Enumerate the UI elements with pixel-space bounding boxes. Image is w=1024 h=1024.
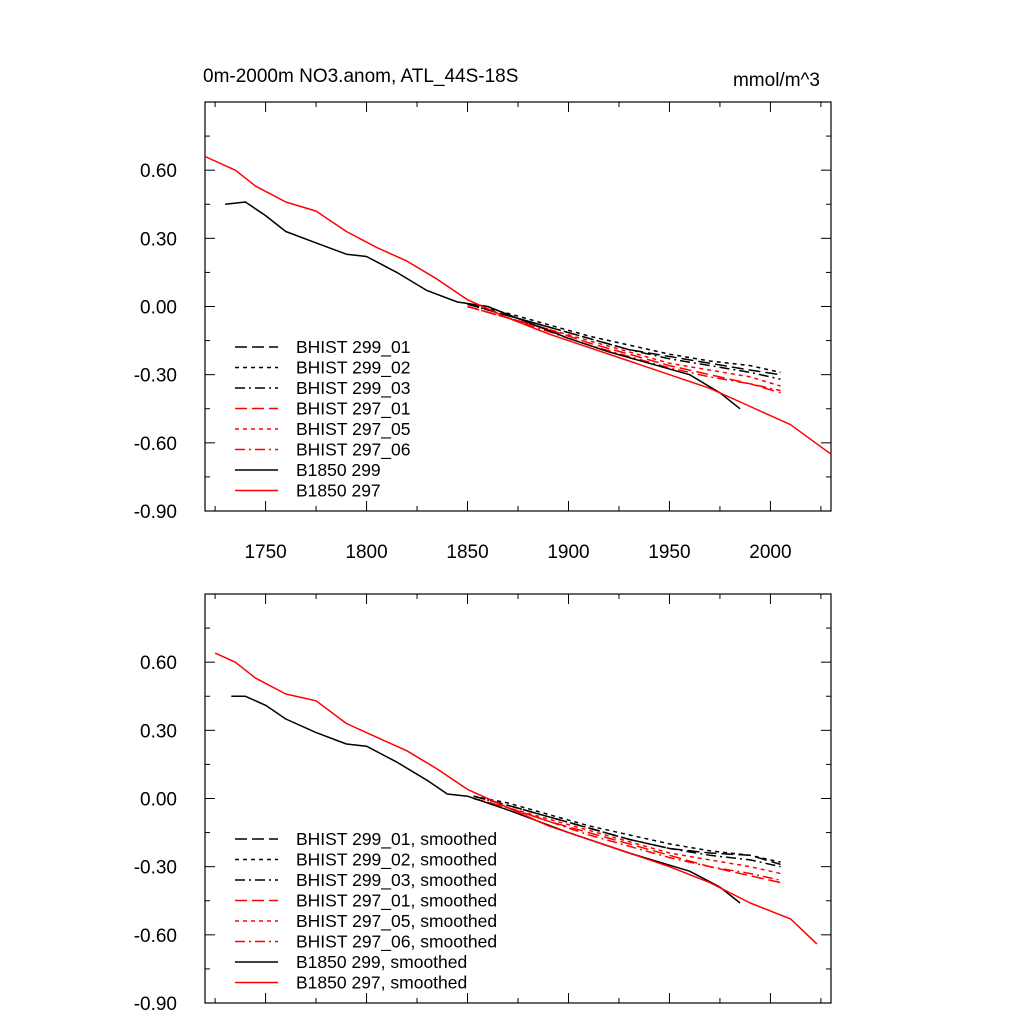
y-tick-label: 0.00 bbox=[140, 298, 177, 319]
legend-label: BHIST 297_05 bbox=[296, 419, 410, 440]
y-tick-label: -0.30 bbox=[134, 366, 177, 387]
legend-label: BHIST 297_01 bbox=[296, 399, 410, 420]
y-tick-label: 0.60 bbox=[140, 161, 177, 182]
legend-label: BHIST 299_03, smoothed bbox=[296, 870, 497, 891]
x-tick-label: 1950 bbox=[648, 542, 690, 563]
legend-label: BHIST 299_01 bbox=[296, 337, 410, 358]
x-tick-label: 1850 bbox=[446, 542, 488, 563]
y-tick-label: 0.30 bbox=[140, 721, 177, 742]
series-line bbox=[473, 797, 781, 875]
legend-label: BHIST 297_05, smoothed bbox=[296, 911, 497, 932]
x-tick-label: 1750 bbox=[244, 542, 286, 563]
legend-label: B1850 297 bbox=[296, 481, 381, 501]
y-tick-label: 0.00 bbox=[140, 790, 177, 811]
bottom-panel: 0.60 0.30 0.00 -0.30 -0.60 -0.90 BHIST 299_01,… bbox=[134, 593, 832, 1015]
series-line bbox=[473, 795, 781, 868]
title-left: 0m-2000m NO3.anom, ATL_44S-18S bbox=[203, 66, 518, 87]
series-line bbox=[473, 797, 781, 882]
legend-label: B1850 299 bbox=[296, 460, 381, 480]
legend-label: BHIST 299_01, smoothed bbox=[296, 829, 497, 850]
y-tick-label: -0.90 bbox=[134, 502, 177, 523]
series-line bbox=[467, 303, 781, 374]
legend-label: BHIST 297_06 bbox=[296, 440, 410, 461]
legend-label: BHIST 297_01, smoothed bbox=[296, 891, 497, 912]
y-tick-label: 0.60 bbox=[140, 653, 177, 674]
y-tick-label: -0.90 bbox=[134, 994, 177, 1015]
x-tick-label: 1800 bbox=[345, 542, 387, 563]
y-tick-label: 0.30 bbox=[140, 229, 177, 250]
legend-label: BHIST 299_02 bbox=[296, 358, 410, 379]
legend-label: BHIST 299_02, smoothed bbox=[296, 850, 497, 871]
series-line bbox=[225, 201, 741, 410]
top-panel: 0.60 0.30 0.00 -0.30 -0.60 -0.90 1750 1800 1850 1… bbox=[134, 101, 832, 563]
x-tick-label: 2000 bbox=[749, 542, 791, 563]
x-tick-label: 1900 bbox=[547, 542, 589, 563]
series-line bbox=[473, 797, 781, 884]
y-tick-label: -0.30 bbox=[134, 858, 177, 879]
series-line bbox=[467, 305, 781, 387]
series-line bbox=[473, 795, 781, 863]
series-line bbox=[204, 155, 832, 455]
legend-label: BHIST 297_06, smoothed bbox=[296, 932, 497, 953]
y-tick-label: -0.60 bbox=[134, 926, 177, 947]
series-line bbox=[214, 652, 818, 945]
legend-label: B1850 297, smoothed bbox=[296, 973, 467, 993]
legend-label: B1850 299, smoothed bbox=[296, 952, 467, 972]
title-right: mmol/m^3 bbox=[733, 70, 820, 91]
y-tick-label: -0.60 bbox=[134, 434, 177, 455]
legend-label: BHIST 299_03 bbox=[296, 378, 410, 399]
series-line bbox=[467, 305, 781, 392]
